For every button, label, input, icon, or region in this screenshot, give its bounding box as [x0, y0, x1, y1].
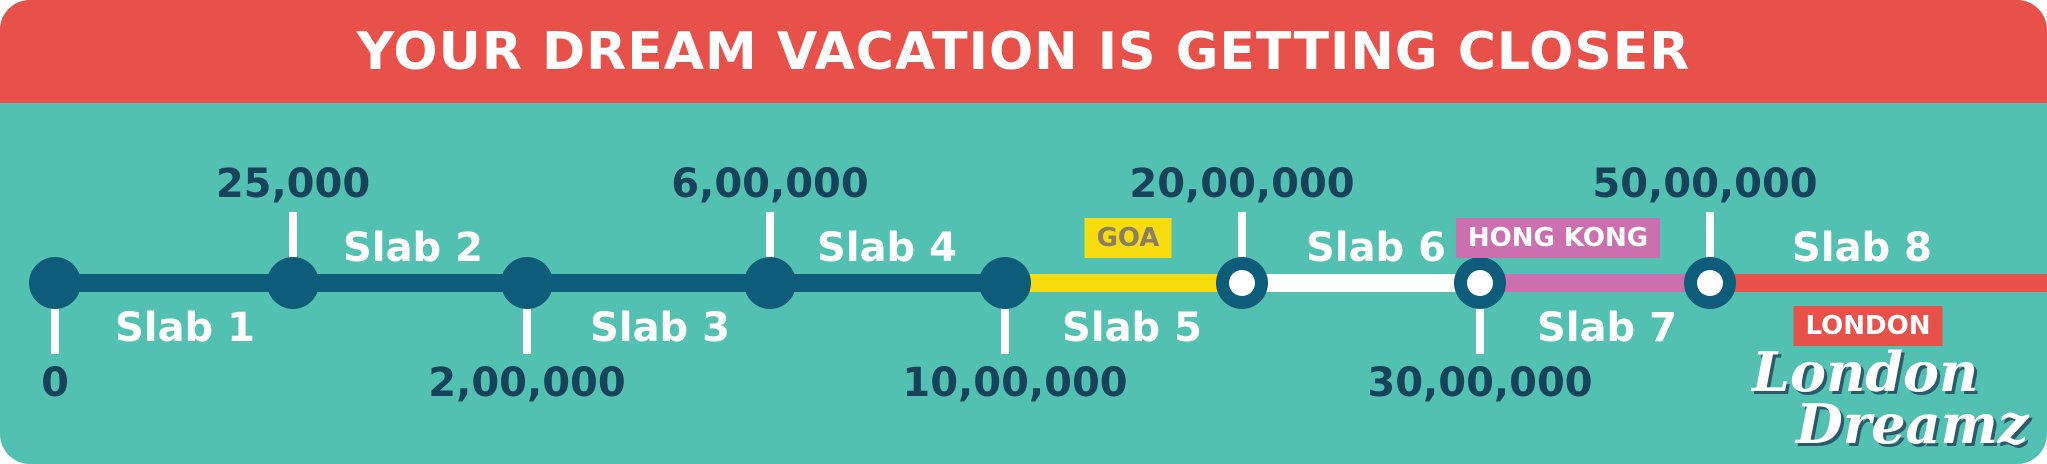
milestone-amount: 2,00,000 — [428, 360, 626, 406]
slab-label: Slab 5 — [1062, 305, 1202, 351]
logo-line-london: London — [1752, 340, 1979, 404]
milestone-amount: 10,00,000 — [902, 360, 1128, 406]
slab-label: Slab 8 — [1792, 225, 1932, 271]
milestone-ring-inner — [1467, 270, 1493, 296]
milestone-amount: 6,00,000 — [671, 161, 869, 207]
slab-label: Slab 6 — [1306, 225, 1446, 271]
slab-label: Slab 4 — [817, 225, 957, 271]
logo-line-dreamz: Dreamz — [1796, 392, 2029, 456]
destination-tag-goa: GOA — [1084, 218, 1172, 258]
slab-label: Slab 1 — [115, 305, 255, 351]
milestone-dot — [29, 257, 81, 309]
slab-label: Slab 3 — [590, 305, 730, 351]
milestone-dot — [501, 257, 553, 309]
milestone-ring-inner — [1697, 270, 1723, 296]
milestone-dot — [267, 257, 319, 309]
london-dreamz-logo: London Dreamz — [1746, 340, 2028, 460]
destination-tag-london: LONDON — [1793, 306, 1943, 346]
milestone-amount: 20,00,000 — [1129, 161, 1355, 207]
destination-tag-hong-kong: HONG KONG — [1455, 218, 1661, 258]
milestone-amount: 50,00,000 — [1592, 161, 1818, 207]
milestone-ring-inner — [1229, 270, 1255, 296]
banner-title: YOUR DREAM VACATION IS GETTING CLOSER — [356, 21, 1691, 82]
milestone-amount: 30,00,000 — [1367, 360, 1593, 406]
banner-header: YOUR DREAM VACATION IS GETTING CLOSER — [0, 0, 2047, 103]
slab-label: Slab 2 — [343, 225, 483, 271]
milestone-dot — [744, 257, 796, 309]
milestone-amount: 0 — [41, 360, 69, 406]
milestone-dot — [979, 257, 1031, 309]
milestone-amount: 25,000 — [215, 161, 371, 207]
slab-label: Slab 7 — [1537, 305, 1677, 351]
